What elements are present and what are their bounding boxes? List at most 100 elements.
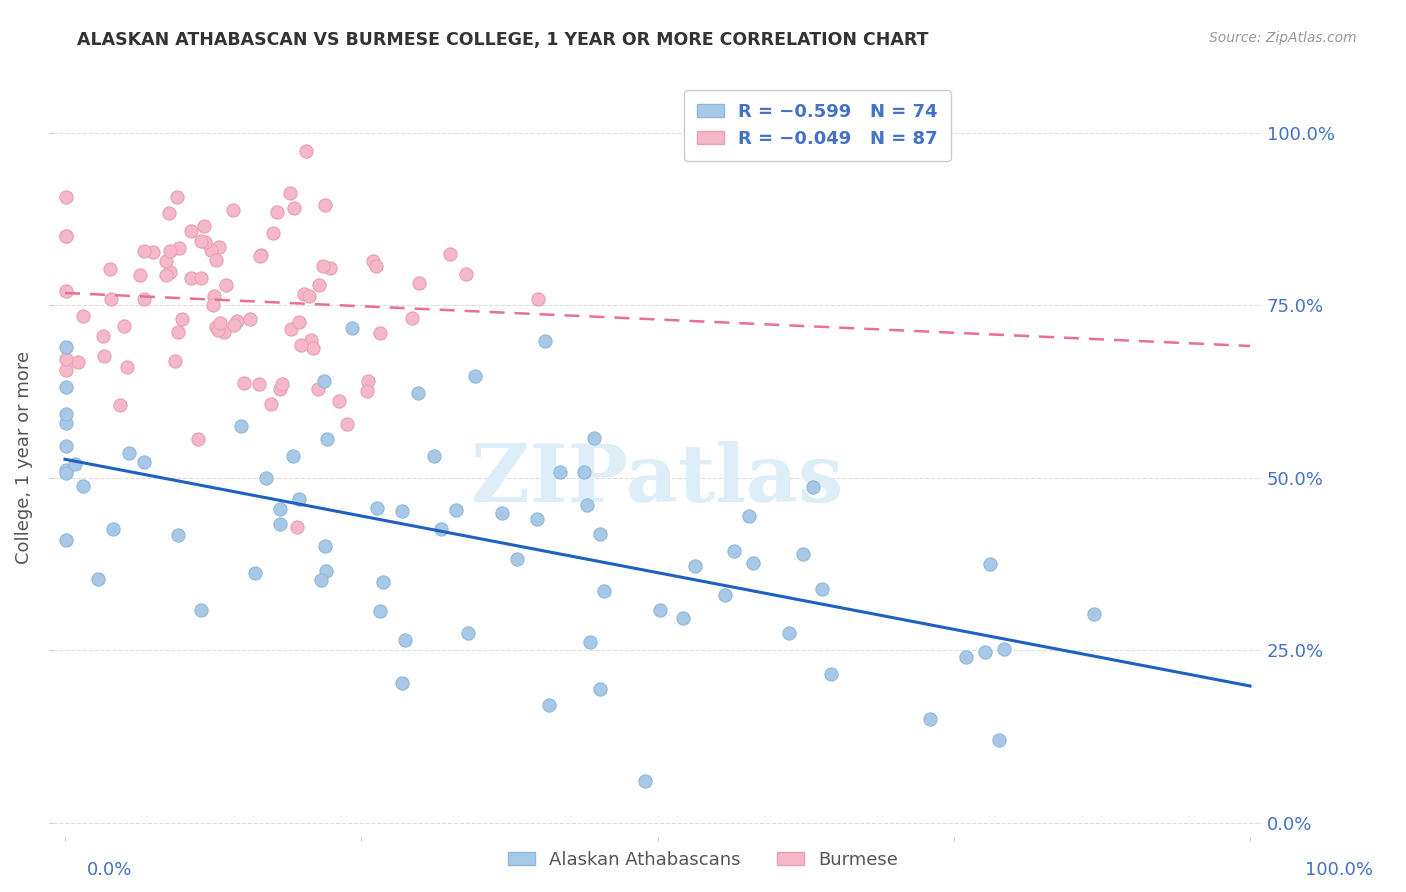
Point xyxy=(505,552,527,566)
Point xyxy=(391,676,413,690)
Point xyxy=(526,292,548,306)
Point xyxy=(55,351,77,366)
Point xyxy=(55,439,77,453)
Point xyxy=(204,320,226,334)
Point xyxy=(243,566,266,581)
Point xyxy=(205,252,228,267)
Point xyxy=(159,244,181,258)
Point xyxy=(72,310,94,324)
Point xyxy=(167,325,190,339)
Point xyxy=(187,432,209,446)
Point xyxy=(307,382,329,396)
Point xyxy=(593,584,616,599)
Point xyxy=(955,649,977,664)
Point xyxy=(366,259,388,273)
Point xyxy=(918,712,941,726)
Point xyxy=(132,292,155,306)
Point xyxy=(190,270,212,285)
Point xyxy=(285,519,308,533)
Point xyxy=(155,254,177,268)
Point xyxy=(366,501,388,516)
Point xyxy=(55,407,77,421)
Point xyxy=(820,667,842,681)
Point xyxy=(260,397,283,411)
Point xyxy=(308,278,330,293)
Point xyxy=(328,394,350,409)
Point xyxy=(444,502,467,516)
Point xyxy=(1083,607,1105,622)
Point xyxy=(408,276,430,290)
Point xyxy=(110,398,132,412)
Point xyxy=(548,465,571,479)
Point xyxy=(250,248,273,262)
Point xyxy=(87,572,110,586)
Point xyxy=(55,229,77,244)
Point xyxy=(132,455,155,469)
Point xyxy=(582,431,605,445)
Point xyxy=(269,517,291,532)
Point xyxy=(155,268,177,283)
Point xyxy=(98,261,121,276)
Point xyxy=(93,349,115,363)
Point xyxy=(301,333,323,347)
Point xyxy=(974,645,997,659)
Point xyxy=(491,506,513,520)
Y-axis label: College, 1 year or more: College, 1 year or more xyxy=(15,351,32,564)
Point xyxy=(315,565,337,579)
Point xyxy=(714,588,737,602)
Point xyxy=(340,320,363,334)
Point xyxy=(207,322,229,336)
Point xyxy=(356,384,378,398)
Point xyxy=(683,559,706,574)
Point xyxy=(578,634,600,648)
Point xyxy=(55,363,77,377)
Point xyxy=(457,626,479,640)
Point xyxy=(128,268,150,282)
Point xyxy=(280,322,302,336)
Point xyxy=(368,604,391,618)
Point xyxy=(170,311,193,326)
Point xyxy=(157,206,180,220)
Point xyxy=(672,611,695,625)
Point xyxy=(456,267,478,281)
Point xyxy=(142,244,165,259)
Point xyxy=(55,466,77,480)
Point xyxy=(55,533,77,547)
Point xyxy=(288,315,311,329)
Point xyxy=(792,547,814,561)
Point xyxy=(63,457,86,471)
Point xyxy=(163,354,186,368)
Point xyxy=(283,201,305,215)
Point xyxy=(212,326,235,340)
Point xyxy=(266,205,288,219)
Point xyxy=(190,602,212,616)
Point xyxy=(290,338,312,352)
Point xyxy=(55,340,77,354)
Point xyxy=(316,432,339,446)
Point xyxy=(190,234,212,248)
Point xyxy=(239,312,262,326)
Point xyxy=(738,509,761,524)
Point xyxy=(288,491,311,506)
Point xyxy=(406,386,429,401)
Text: 100.0%: 100.0% xyxy=(1305,861,1372,879)
Point xyxy=(371,574,394,589)
Point xyxy=(225,314,247,328)
Legend: R = −0.599   N = 74, R = −0.049   N = 87: R = −0.599 N = 74, R = −0.049 N = 87 xyxy=(685,90,950,161)
Point xyxy=(302,341,325,355)
Point xyxy=(295,145,318,159)
Point xyxy=(254,471,277,485)
Point xyxy=(229,419,252,434)
Point xyxy=(278,186,301,200)
Point xyxy=(262,226,284,240)
Point xyxy=(361,253,384,268)
Point xyxy=(115,359,138,374)
Point xyxy=(801,480,824,494)
Point xyxy=(55,380,77,394)
Point xyxy=(589,681,612,696)
Point xyxy=(534,334,557,348)
Point xyxy=(741,556,763,570)
Point xyxy=(336,417,359,432)
Point xyxy=(357,374,380,388)
Point xyxy=(247,376,270,391)
